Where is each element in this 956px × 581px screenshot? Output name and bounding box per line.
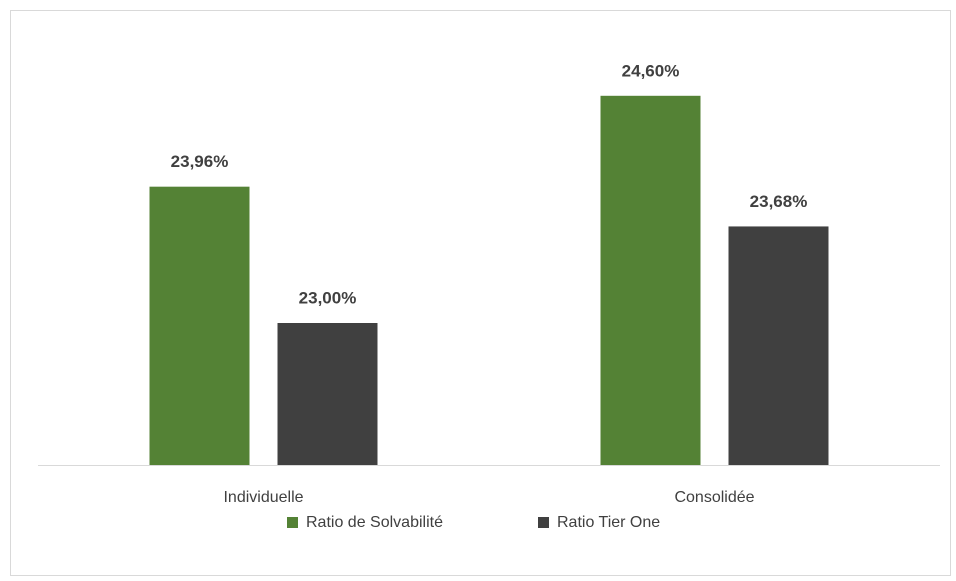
x-tick-label: Individuelle	[223, 489, 303, 506]
bar	[277, 323, 378, 465]
legend-swatch	[287, 517, 298, 528]
legend-label: Ratio de Solvabilité	[306, 514, 443, 531]
bar	[149, 186, 250, 465]
legend-swatch	[538, 517, 549, 528]
x-tick-label: Consolidée	[674, 489, 754, 506]
value-label: 23,00%	[299, 288, 357, 307]
value-label: 23,96%	[171, 152, 229, 171]
bar	[728, 226, 829, 465]
legend-label: Ratio Tier One	[557, 514, 660, 531]
value-label: 23,68%	[750, 192, 808, 211]
value-label: 24,60%	[622, 61, 680, 80]
bar	[600, 95, 701, 466]
